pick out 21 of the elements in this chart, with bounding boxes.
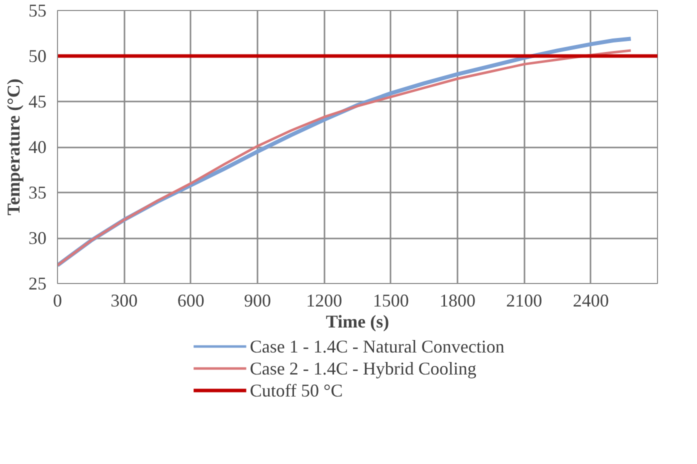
y-tick-label: 40 [28,137,46,157]
y-tick-label: 25 [28,274,46,294]
x-tick-label: 900 [244,290,271,310]
x-tick-label: 300 [110,290,138,310]
x-tick-label: 0 [53,290,62,310]
y-tick-label: 35 [28,182,46,202]
y-tick-label: 50 [28,46,46,66]
legend-label: Case 2 - 1.4C - Hybrid Cooling [250,358,476,378]
legend-label: Case 1 - 1.4C - Natural Convection [250,336,504,356]
y-axis-title: Temperature (°C) [4,78,24,216]
y-tick-label: 30 [28,228,46,248]
y-tick-label: 55 [28,0,46,20]
legend-label: Cutoff 50 °C [250,380,343,400]
x-tick-label: 2100 [506,290,542,310]
x-tick-label: 2400 [572,290,609,310]
x-axis-title: Time (s) [326,312,390,332]
y-tick-label: 45 [28,92,46,112]
x-tick-label: 1800 [440,290,476,310]
x-tick-label: 600 [177,290,204,310]
x-tick-label: 1200 [306,290,342,310]
x-tick-label: 1500 [372,290,409,310]
